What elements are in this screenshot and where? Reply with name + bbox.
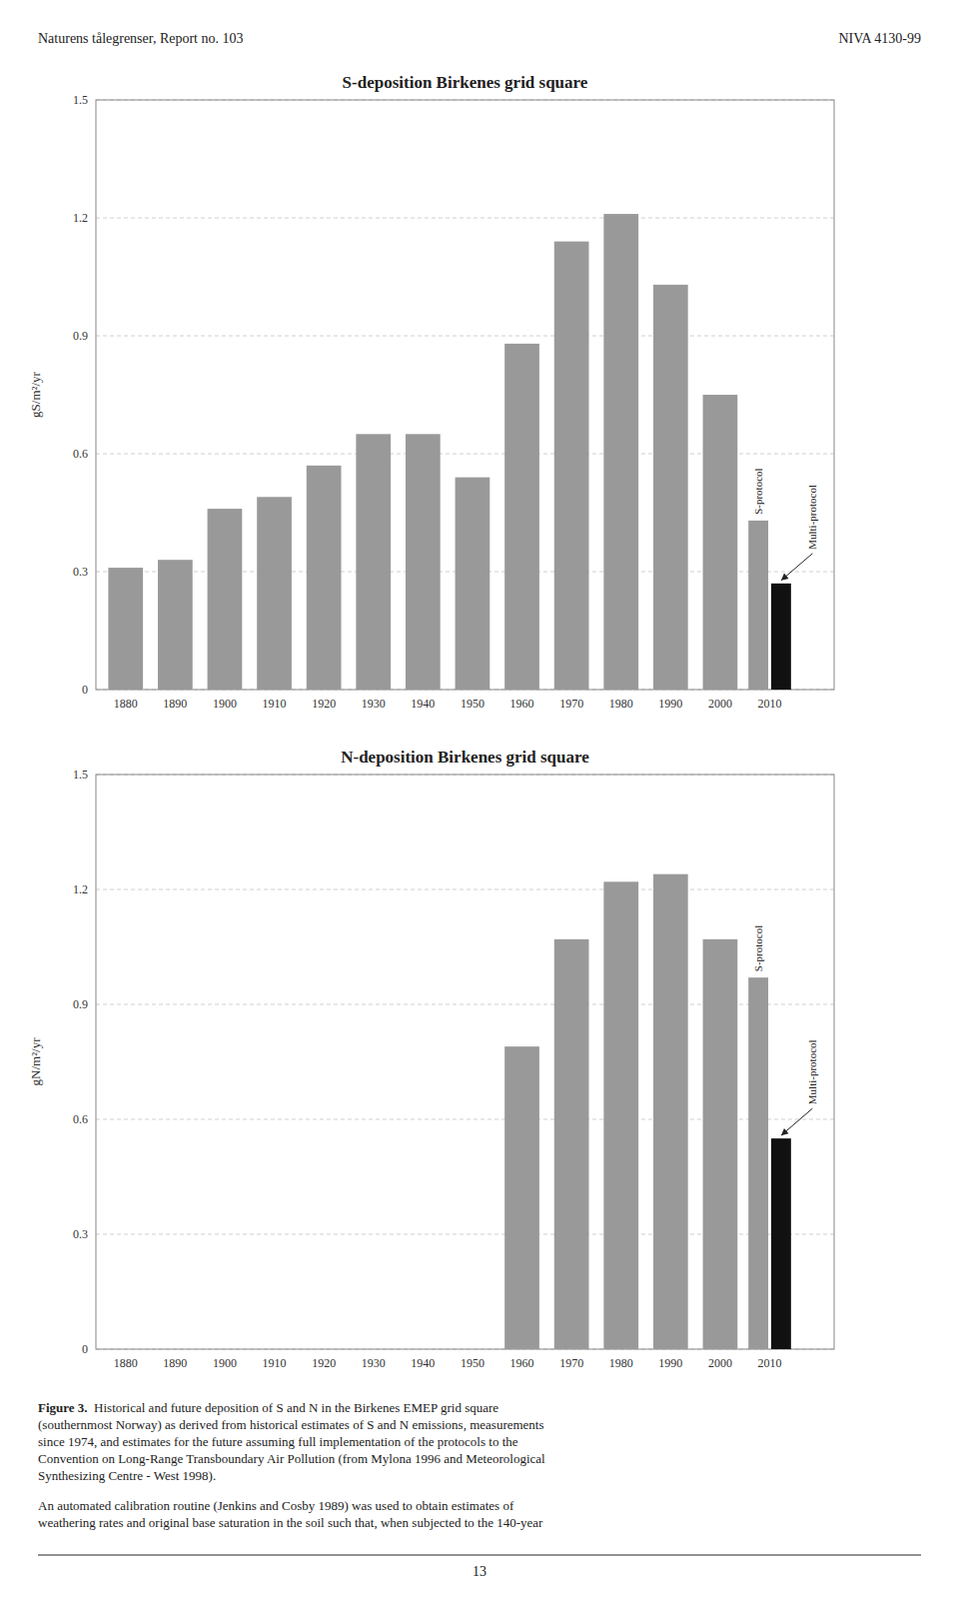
y-tick-label: 0.3 bbox=[72, 564, 88, 579]
y-tick-label: 1.2 bbox=[72, 882, 88, 897]
bar bbox=[157, 559, 193, 690]
x-tick-label: 1880 bbox=[113, 1355, 138, 1370]
bar bbox=[748, 520, 769, 690]
bar-annotation: S-protocol bbox=[752, 925, 765, 971]
y-tick-label: 1.5 bbox=[72, 92, 88, 107]
paragraph: An automated calibration routine (Jenkin… bbox=[37, 1496, 543, 1531]
bar bbox=[355, 433, 391, 690]
bar bbox=[771, 1137, 792, 1349]
bar bbox=[554, 939, 590, 1349]
x-tick-label: 1940 bbox=[410, 696, 435, 711]
x-tick-label: 1930 bbox=[361, 1355, 386, 1370]
chart: N-deposition Birkenes grid square gN/m²/y… bbox=[27, 747, 835, 1370]
x-tick-label: 1940 bbox=[410, 1355, 435, 1370]
bar bbox=[107, 567, 143, 690]
bar bbox=[703, 939, 739, 1349]
grid-line bbox=[95, 217, 835, 219]
annotation-arrow-head bbox=[781, 573, 790, 581]
x-tick-label: 2000 bbox=[708, 1355, 733, 1370]
annotations: S-protocol Multi-protocol bbox=[752, 925, 819, 1135]
bar bbox=[455, 477, 491, 690]
x-tick-label: 1890 bbox=[162, 696, 187, 711]
x-tick-label: 2000 bbox=[708, 696, 733, 711]
x-tick-label: 1990 bbox=[658, 1355, 683, 1370]
header-right: NIVA 4130-99 bbox=[838, 29, 922, 47]
caption: Figure 3. Historical and future depositi… bbox=[37, 1398, 546, 1484]
x-tick-label: 1910 bbox=[262, 1355, 287, 1370]
y-axis-label: gN/m²/yr bbox=[27, 1036, 43, 1086]
annotations: S-protocol Multi-protocol bbox=[752, 467, 819, 580]
x-tick-label: 1900 bbox=[212, 696, 237, 711]
footer-rule bbox=[37, 1554, 922, 1556]
annotation-arrow bbox=[781, 553, 813, 581]
annotation-arrow bbox=[781, 1107, 813, 1135]
x-tick-label: 1970 bbox=[559, 1355, 584, 1370]
annotation-arrow-head bbox=[781, 1127, 790, 1135]
x-tick-label: 1880 bbox=[113, 696, 138, 711]
x-tick-label: 1900 bbox=[212, 1355, 237, 1370]
x-tick-label: 1920 bbox=[311, 696, 336, 711]
chart-title: S-deposition Birkenes grid square bbox=[342, 72, 589, 92]
x-tick-label: 1970 bbox=[559, 696, 584, 711]
y-tick-label: 0.6 bbox=[72, 446, 88, 461]
y-tick-label: 0 bbox=[81, 1341, 88, 1356]
bar bbox=[554, 241, 590, 690]
y-axis-label: gS/m²/yr bbox=[27, 370, 43, 417]
bars bbox=[107, 213, 791, 690]
bar bbox=[703, 394, 739, 690]
bar bbox=[653, 284, 689, 690]
x-tick-label: 1950 bbox=[460, 696, 485, 711]
bar bbox=[653, 874, 689, 1349]
x-tick-label: 1910 bbox=[262, 696, 287, 711]
x-tick-label: 1960 bbox=[510, 1355, 535, 1370]
bar bbox=[603, 213, 639, 690]
chart: S-deposition Birkenes grid square gS/m²/y… bbox=[27, 72, 835, 711]
y-tick-label: 1.2 bbox=[72, 210, 88, 225]
bar bbox=[207, 508, 243, 690]
plot-frame bbox=[95, 99, 835, 690]
y-tick-label: 0 bbox=[81, 682, 88, 697]
caption-label: Figure 3. bbox=[37, 1399, 88, 1415]
y-tick-label: 0.3 bbox=[72, 1226, 88, 1241]
bar bbox=[771, 583, 792, 690]
x-tick-label: 1930 bbox=[361, 696, 386, 711]
bar-annotation: Multi-protocol bbox=[806, 1038, 819, 1104]
x-tick-label: 2010 bbox=[758, 696, 783, 711]
bar bbox=[256, 496, 292, 690]
y-tick-label: 1.5 bbox=[72, 767, 88, 782]
x-tick-label: 1890 bbox=[162, 1355, 187, 1370]
bars bbox=[504, 874, 792, 1349]
x-tick-label: 1950 bbox=[460, 1355, 485, 1370]
bar bbox=[405, 433, 441, 690]
x-tick-label: 1920 bbox=[311, 1355, 336, 1370]
chart-title: N-deposition Birkenes grid square bbox=[340, 747, 590, 767]
charts: S-deposition Birkenes grid square gS/m²/y… bbox=[0, 0, 959, 1600]
caption-text: Historical and future deposition of S an… bbox=[37, 1399, 546, 1483]
bar bbox=[504, 343, 540, 690]
plot-frame bbox=[95, 774, 835, 1349]
x-tick-label: 1960 bbox=[510, 696, 535, 711]
grid-line bbox=[95, 335, 835, 337]
bar-annotation: Multi-protocol bbox=[806, 484, 819, 550]
y-tick-label: 0.6 bbox=[72, 1111, 88, 1126]
header-left: Naturens tålegrenser, Report no. 103 bbox=[37, 29, 244, 47]
bar bbox=[748, 976, 769, 1349]
x-tick-label: 1990 bbox=[658, 696, 683, 711]
bar bbox=[504, 1045, 540, 1349]
x-tick-label: 1980 bbox=[609, 1355, 634, 1370]
bar bbox=[306, 465, 342, 690]
grid-line bbox=[95, 889, 835, 891]
y-tick-label: 0.9 bbox=[72, 996, 88, 1011]
x-tick-label: 1980 bbox=[609, 696, 634, 711]
bar bbox=[603, 881, 639, 1349]
bar-annotation: S-protocol bbox=[752, 467, 765, 514]
page-number: 13 bbox=[0, 1562, 959, 1580]
y-tick-label: 0.9 bbox=[72, 328, 88, 343]
x-tick-label: 2010 bbox=[758, 1355, 783, 1370]
